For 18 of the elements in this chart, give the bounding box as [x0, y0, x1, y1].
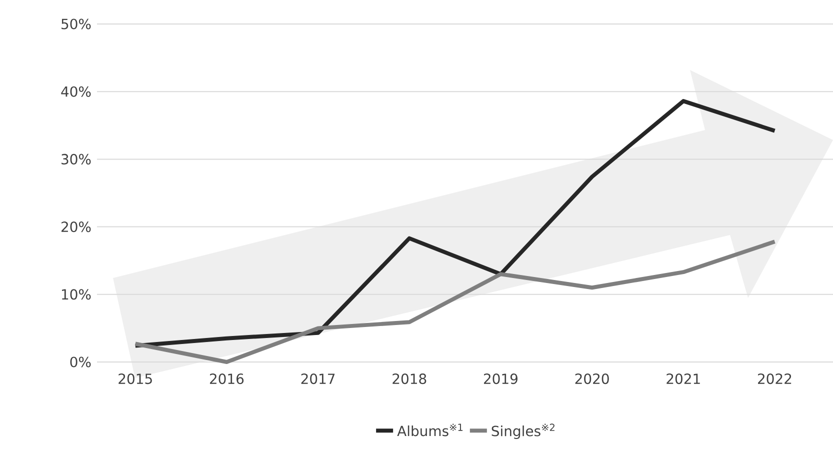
x-tick-label: 2018 [392, 374, 426, 384]
legend-label: Albums$^{※1}$ [397, 424, 463, 436]
x-tick-label: 2021 [666, 374, 700, 384]
y-tick-label: 50% [62, 18, 91, 30]
x-tick-label: 2015 [118, 374, 152, 384]
y-tick-label: 10% [62, 289, 91, 300]
line-series [133, 240, 777, 364]
y-tick-label: 30% [62, 154, 91, 164]
y-tick-label: 20% [61, 222, 91, 232]
line-series [133, 99, 777, 348]
y-tick-label: 40% [61, 86, 91, 97]
y-tick-label: 0% [70, 356, 91, 368]
legend-label: Singles$^{※2}$ [492, 424, 554, 439]
x-tick-label: 2022 [758, 374, 792, 384]
x-tick-label: 2016 [210, 374, 244, 384]
x-tick-label: 2019 [484, 374, 518, 384]
x-tick-label: 2020 [575, 374, 609, 384]
x-tick-label: 2017 [301, 374, 335, 384]
